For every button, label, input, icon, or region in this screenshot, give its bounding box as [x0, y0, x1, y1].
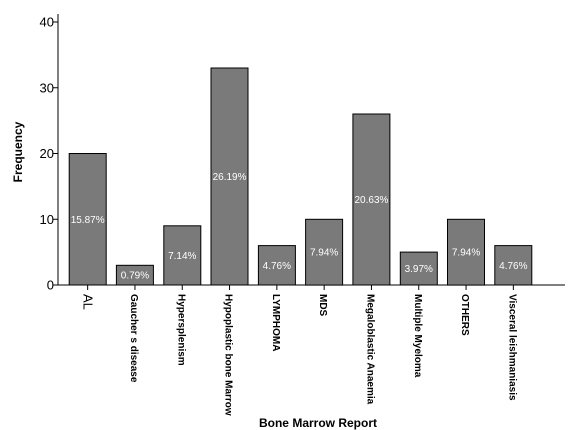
bar — [305, 218, 344, 286]
bar-labels-group: 15.87% 0.79% 7.14% 26.19% 4.76% 7.94% 20.63% 3.… — [71, 172, 528, 282]
y-tick-label: 10 — [40, 212, 54, 227]
bar — [257, 245, 296, 286]
bar — [210, 67, 249, 286]
x-tick-label: Hypoplastic bone Marrow — [223, 294, 234, 416]
bar-data-label: 4.76% — [263, 261, 291, 272]
x-tick-label: Megaloblastic Anaemia — [364, 294, 375, 405]
x-tick-label: OTHERS — [459, 294, 470, 336]
y-tick-label: 20 — [40, 146, 54, 161]
bar — [447, 218, 485, 286]
x-tick-label: Visceral leishmaniasis — [506, 294, 517, 401]
x-tick-label: Hypersplenism — [175, 294, 186, 366]
bar-data-label: 0.79% — [121, 271, 149, 282]
y-tick-label: 0 — [47, 278, 54, 293]
x-tick-label: Gaucher s disease — [128, 294, 139, 383]
bar-data-label: 4.76% — [499, 261, 527, 272]
y-tick-label: 40 — [40, 15, 54, 30]
bar-data-label: 7.14% — [168, 251, 196, 262]
x-axis: AL Gaucher s disease Hypersplenism Hypoplas… — [58, 284, 565, 416]
bar — [399, 251, 438, 286]
bar — [68, 153, 107, 286]
x-tick-label: MDS — [317, 294, 328, 317]
x-axis-title: Bone Marrow Report — [259, 416, 377, 430]
y-axis-title: Frequency — [11, 121, 25, 182]
x-tick-label: Multiple Myeloma — [412, 294, 423, 378]
bars-group — [68, 67, 533, 286]
x-tick-label: AL — [81, 294, 96, 310]
bar-data-label: 7.94% — [452, 248, 480, 259]
bar-data-label: 3.97% — [405, 264, 433, 275]
bar-data-label: 20.63% — [354, 195, 388, 206]
bar-data-label: 26.19% — [213, 172, 247, 183]
bar-data-label: 7.94% — [310, 248, 338, 259]
y-tick-label: 30 — [40, 80, 54, 95]
x-tick-label: LYMPHOMA — [270, 294, 281, 351]
bar — [494, 245, 533, 286]
bar — [163, 225, 202, 286]
y-axis: 0 10 20 30 40 — [40, 14, 59, 293]
bar — [352, 113, 391, 286]
bar-data-label: 15.87% — [71, 215, 105, 226]
bar — [115, 264, 154, 286]
